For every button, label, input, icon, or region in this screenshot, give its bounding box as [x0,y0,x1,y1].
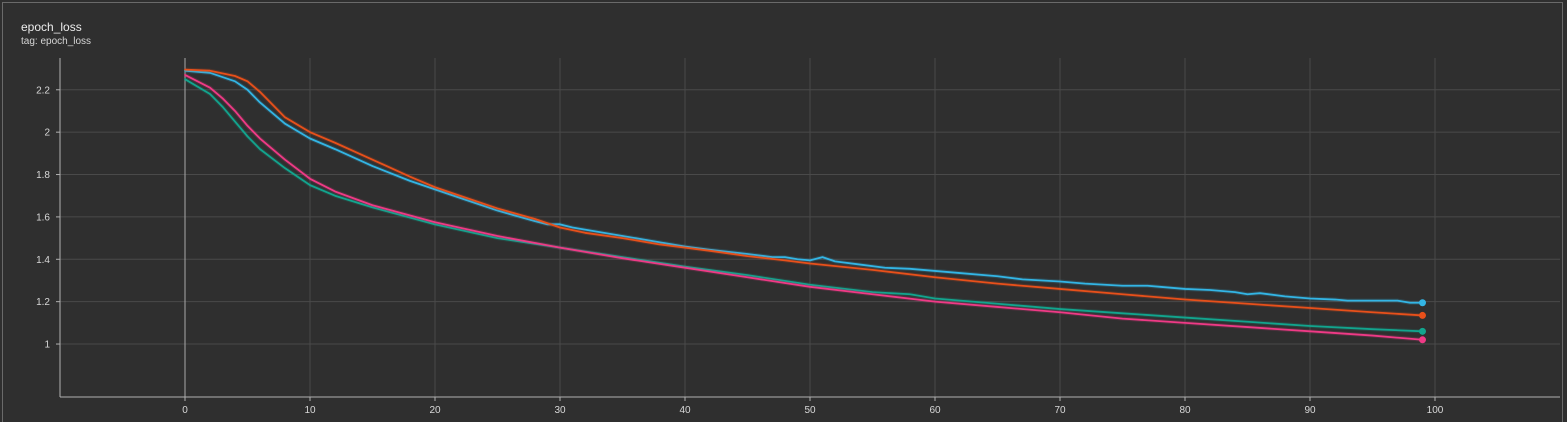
y-tick-label: 1.6 [36,212,50,223]
x-tick-label: 100 [1427,405,1444,413]
series-end-marker [1419,311,1426,319]
series-end-marker [1419,299,1426,307]
chart-tag: tag: epoch_loss [21,36,92,47]
x-tick-label: 90 [1304,405,1316,413]
series-line [184,78,1424,333]
chart-title: epoch_loss [21,20,82,34]
series-line [184,74,1424,341]
x-tick-label: 30 [554,405,566,413]
series-line [184,68,1424,317]
y-tick-label: 2 [44,128,50,139]
series-line-shadow [184,68,1423,305]
x-tick-label: 40 [679,405,691,413]
x-tick-label: 10 [304,405,316,413]
series-end-marker [1419,327,1426,335]
series-line-shadow [184,67,1423,318]
x-tick-label: 0 [182,405,188,413]
loss-chart: 1 1.2 1.4 1.6 1.8 2 2.2 0 10 20 30 40 50 60 70 80 90 100 [36,58,1560,413]
x-tick-label: 20 [429,405,441,413]
y-tick-label: 1.8 [36,170,50,181]
y-tick-label: 1.2 [36,297,50,308]
y-tick-label: 2.2 [36,85,50,96]
x-tick-label: 80 [1179,405,1191,413]
y-tick-label: 1.4 [36,255,50,266]
y-tick-label: 1 [44,340,50,351]
series-line [184,69,1424,304]
x-tick-label: 60 [929,405,941,413]
x-tick-label: 70 [1054,405,1066,413]
series-end-marker [1419,336,1426,344]
x-tick-label: 50 [804,405,816,413]
